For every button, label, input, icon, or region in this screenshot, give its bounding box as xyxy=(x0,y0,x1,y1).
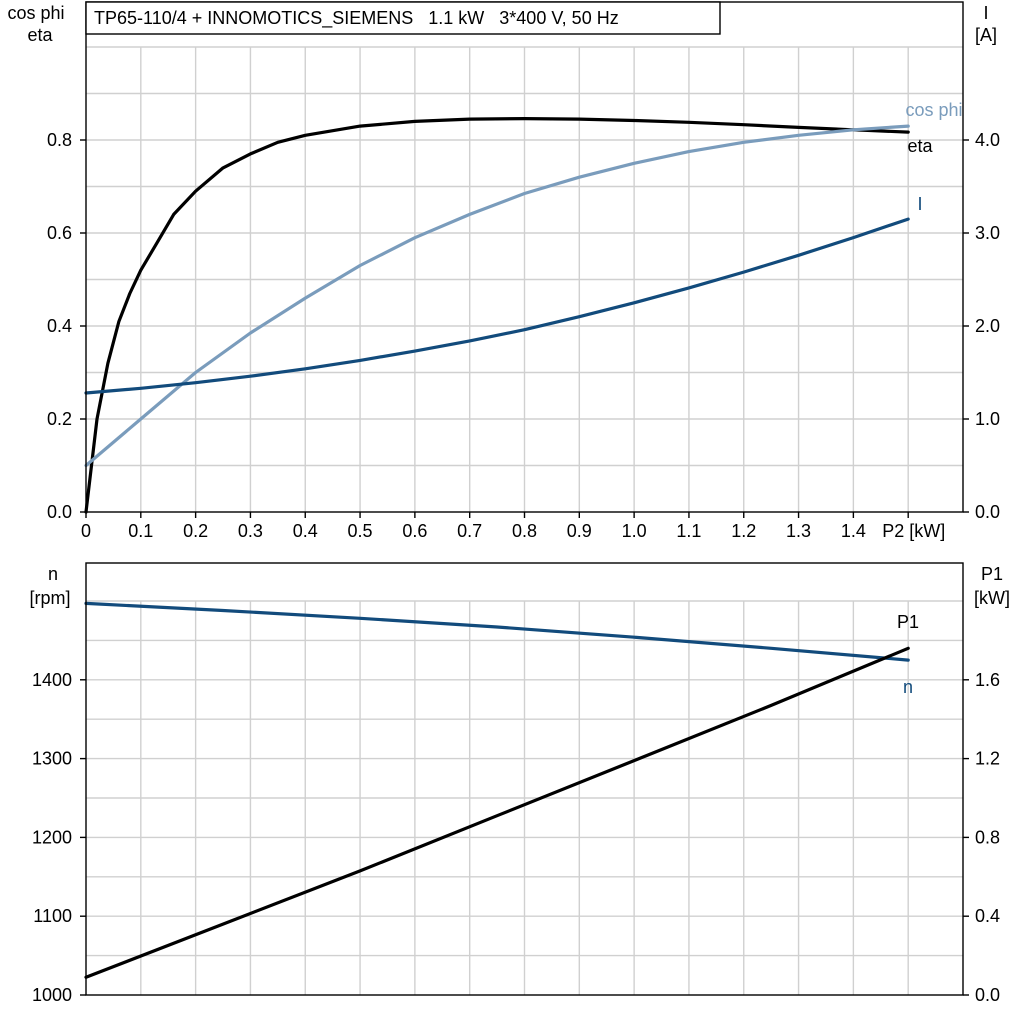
top-right-tick-label: 1.0 xyxy=(975,409,1000,429)
top-right-tick-label: 2.0 xyxy=(975,316,1000,336)
x-tick-label: 0 xyxy=(81,521,91,541)
top-chart-series xyxy=(84,116,910,514)
left-axis-label-cosphi: cos phi xyxy=(7,3,64,23)
top-left-tick-label: 0.0 xyxy=(47,502,72,522)
left-axis-unit-rpm: [rpm] xyxy=(29,588,70,608)
x-tick-label: 1.1 xyxy=(676,521,701,541)
top-left-tick-label: 0.6 xyxy=(47,223,72,243)
chart-title: TP65-110/4 + INNOMOTICS_SIEMENS 1.1 kW 3… xyxy=(94,8,619,29)
series-label-eta: eta xyxy=(907,136,933,156)
bottom-left-tick-label: 1200 xyxy=(32,827,72,847)
top-left-tick-label: 0.2 xyxy=(47,409,72,429)
series-line-i xyxy=(84,217,910,395)
series-line-p1 xyxy=(84,646,910,979)
series-label-speed: n xyxy=(903,677,913,697)
right-axis-label-current: I xyxy=(983,3,988,23)
series-line-cos-phi xyxy=(84,124,910,468)
right-axis-label-p1: P1 xyxy=(981,564,1003,584)
bottom-right-tick-label: 1.6 xyxy=(975,670,1000,690)
bottom-right-tick-label: 0.0 xyxy=(975,985,1000,1005)
top-chart-ticks: 0.0 0.2 0.4 0.6 0.8 0.0 1.0 2.0 3.0 4.0 0 0.1 0.2 0.3… xyxy=(47,130,1000,541)
top-right-tick-label: 3.0 xyxy=(975,223,1000,243)
x-tick-label: 0.6 xyxy=(402,521,427,541)
x-tick-label: 1.3 xyxy=(786,521,811,541)
bottom-chart-ticks: 1000 1100 1200 1300 1400 0.0 0.4 0.8 1.2 1.6 xyxy=(32,670,1000,1005)
x-tick-label: 0.4 xyxy=(293,521,318,541)
bottom-right-tick-label: 0.8 xyxy=(975,827,1000,847)
series-label-p1: P1 xyxy=(897,612,919,632)
chart-title-box: TP65-110/4 + INNOMOTICS_SIEMENS 1.1 kW 3… xyxy=(85,1,721,35)
x-tick-label: 0.9 xyxy=(567,521,592,541)
bottom-left-tick-label: 1300 xyxy=(32,749,72,769)
bottom-right-tick-label: 1.2 xyxy=(975,749,1000,769)
bottom-left-tick-label: 1100 xyxy=(33,906,72,926)
x-tick-label: 0.5 xyxy=(348,521,373,541)
top-right-tick-label: 0.0 xyxy=(975,502,1000,522)
bottom-chart-grid xyxy=(86,600,963,995)
x-tick-label: 0.1 xyxy=(128,521,153,541)
series-label-cosphi: cos phi xyxy=(905,100,962,120)
x-tick-label: 0.8 xyxy=(512,521,537,541)
x-tick-label: 1.0 xyxy=(622,521,647,541)
left-axis-label-speed: n xyxy=(48,564,58,584)
top-left-tick-label: 0.8 xyxy=(47,130,72,150)
series-line-n xyxy=(84,601,910,662)
top-right-tick-label: 4.0 xyxy=(975,130,1000,150)
top-left-tick-label: 0.4 xyxy=(47,316,72,336)
left-axis-label-eta: eta xyxy=(27,25,53,45)
series-line-eta xyxy=(84,116,910,514)
bottom-chart-series xyxy=(84,601,910,979)
bottom-right-tick-label: 0.4 xyxy=(975,906,1000,926)
x-tick-label: 0.3 xyxy=(238,521,263,541)
bottom-left-tick-label: 1000 xyxy=(32,985,72,1005)
bottom-left-tick-label: 1400 xyxy=(32,670,72,690)
x-tick-label: 0.2 xyxy=(183,521,208,541)
series-label-current: I xyxy=(917,194,922,214)
x-tick-label: 0.7 xyxy=(457,521,482,541)
top-chart-grid xyxy=(86,46,963,512)
x-tick-label: P2 [kW] xyxy=(882,521,945,541)
bottom-chart-frame xyxy=(85,562,964,996)
right-axis-unit-kw: [kW] xyxy=(974,588,1010,608)
x-tick-label: 1.4 xyxy=(841,521,866,541)
x-tick-label: 1.2 xyxy=(731,521,756,541)
right-axis-unit-ampere: [A] xyxy=(975,25,997,45)
